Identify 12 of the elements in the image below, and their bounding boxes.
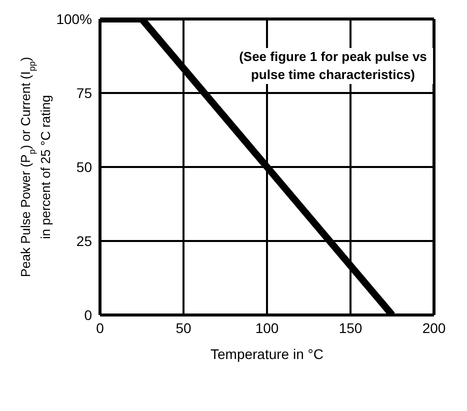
x-tick-label: 200: [422, 320, 446, 336]
annotation: (See figure 1 for peak pulse vs pulse time characteristics): [233, 48, 433, 84]
y-tick-label: 50: [76, 158, 92, 175]
x-tick-label: 150: [338, 320, 362, 336]
y-tick-label: 0: [84, 306, 92, 323]
x-axis-title: Temperature in °C: [210, 346, 324, 362]
x-tick-label: 50: [176, 320, 192, 336]
y-tick-label: 100%: [56, 10, 92, 27]
x-tick-label: 0: [96, 320, 104, 336]
x-tick-label: 100: [255, 320, 279, 336]
y-tick-label: 75: [76, 84, 92, 101]
y-tick-label: 25: [76, 232, 92, 249]
